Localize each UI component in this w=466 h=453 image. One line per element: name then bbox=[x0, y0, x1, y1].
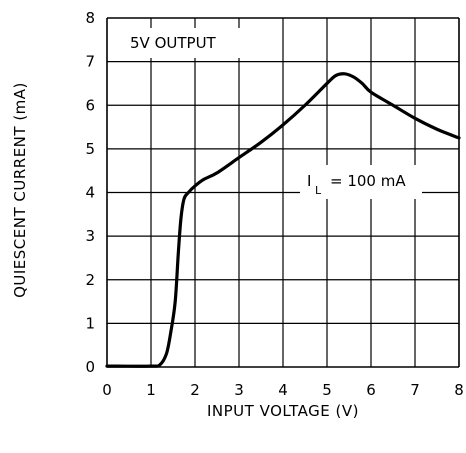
x-tick-label: 8 bbox=[454, 381, 464, 399]
y-tick-label: 6 bbox=[85, 96, 95, 114]
x-tick-label: 6 bbox=[366, 381, 376, 399]
y-tick-label: 5 bbox=[85, 140, 95, 158]
x-tick-label: 4 bbox=[278, 381, 288, 399]
load-label-value: = 100 mA bbox=[330, 172, 406, 190]
x-tick-label: 3 bbox=[234, 381, 244, 399]
y-tick-label: 4 bbox=[85, 184, 95, 202]
output-label-box bbox=[118, 28, 250, 58]
load-label-sub: L bbox=[315, 184, 322, 197]
load-label-main: I bbox=[307, 172, 311, 190]
y-tick-label: 0 bbox=[85, 358, 95, 376]
x-tick-labels: 0 1 2 3 4 5 6 7 8 bbox=[102, 381, 464, 399]
y-axis-title: QUIESCENT CURRENT (mA) bbox=[11, 82, 29, 298]
y-tick-label: 3 bbox=[85, 227, 95, 245]
x-axis-title: INPUT VOLTAGE (V) bbox=[207, 402, 359, 420]
load-label-box bbox=[300, 165, 422, 199]
x-tick-label: 2 bbox=[190, 381, 200, 399]
y-tick-labels: 0 1 2 3 4 5 6 7 8 bbox=[85, 9, 95, 376]
x-tick-label: 7 bbox=[410, 381, 420, 399]
y-tick-label: 1 bbox=[85, 314, 95, 332]
output-label: 5V OUTPUT bbox=[130, 34, 217, 52]
x-tick-label: 5 bbox=[322, 381, 332, 399]
x-tick-label: 0 bbox=[102, 381, 112, 399]
x-tick-label: 1 bbox=[146, 381, 156, 399]
y-tick-label: 2 bbox=[85, 271, 95, 289]
series-line-quiescent-current bbox=[105, 72, 461, 368]
y-tick-label: 8 bbox=[85, 9, 95, 27]
y-tick-label: 7 bbox=[85, 53, 95, 71]
